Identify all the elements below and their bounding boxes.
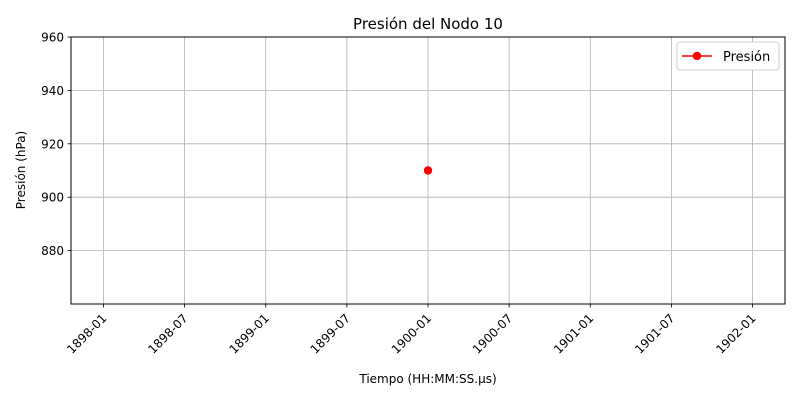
x-tick-label: 1900-07 [470, 311, 515, 356]
x-tick-label: 1899-07 [308, 311, 353, 356]
y-tick-label: 880 [41, 244, 64, 258]
data-point [423, 166, 433, 175]
x-tick-label: 1900-01 [389, 311, 434, 356]
legend-label: Presión [723, 50, 770, 65]
legend-box [676, 41, 780, 71]
chart-title: Presión del Nodo 10 [353, 15, 503, 33]
y-tick-label: 940 [41, 84, 64, 98]
x-axis-label: Tiempo (HH:MM:SS.µs) [358, 372, 496, 386]
y-axis: 880 900 920 940 960 [41, 31, 71, 258]
x-tick-label: 1901-01 [551, 311, 596, 356]
x-tick-label: 1898-07 [145, 311, 190, 356]
y-axis-label: Presión (hPa) [14, 131, 28, 209]
y-tick-label: 960 [41, 31, 64, 45]
x-axis: 1898-01 1898-07 1899-01 1899-07 1900-01 1900-… [64, 304, 759, 357]
series-layer [423, 166, 433, 175]
x-tick-label: 1901-07 [632, 311, 677, 356]
x-tick-label: 1902-01 [713, 311, 758, 356]
y-tick-label: 900 [41, 191, 64, 205]
x-tick-label: 1899-01 [226, 311, 271, 356]
y-tick-label: 920 [41, 137, 64, 151]
legend: Presión [676, 41, 780, 71]
x-tick-label: 1898-01 [64, 311, 109, 356]
legend-marker-swatch [692, 51, 702, 61]
